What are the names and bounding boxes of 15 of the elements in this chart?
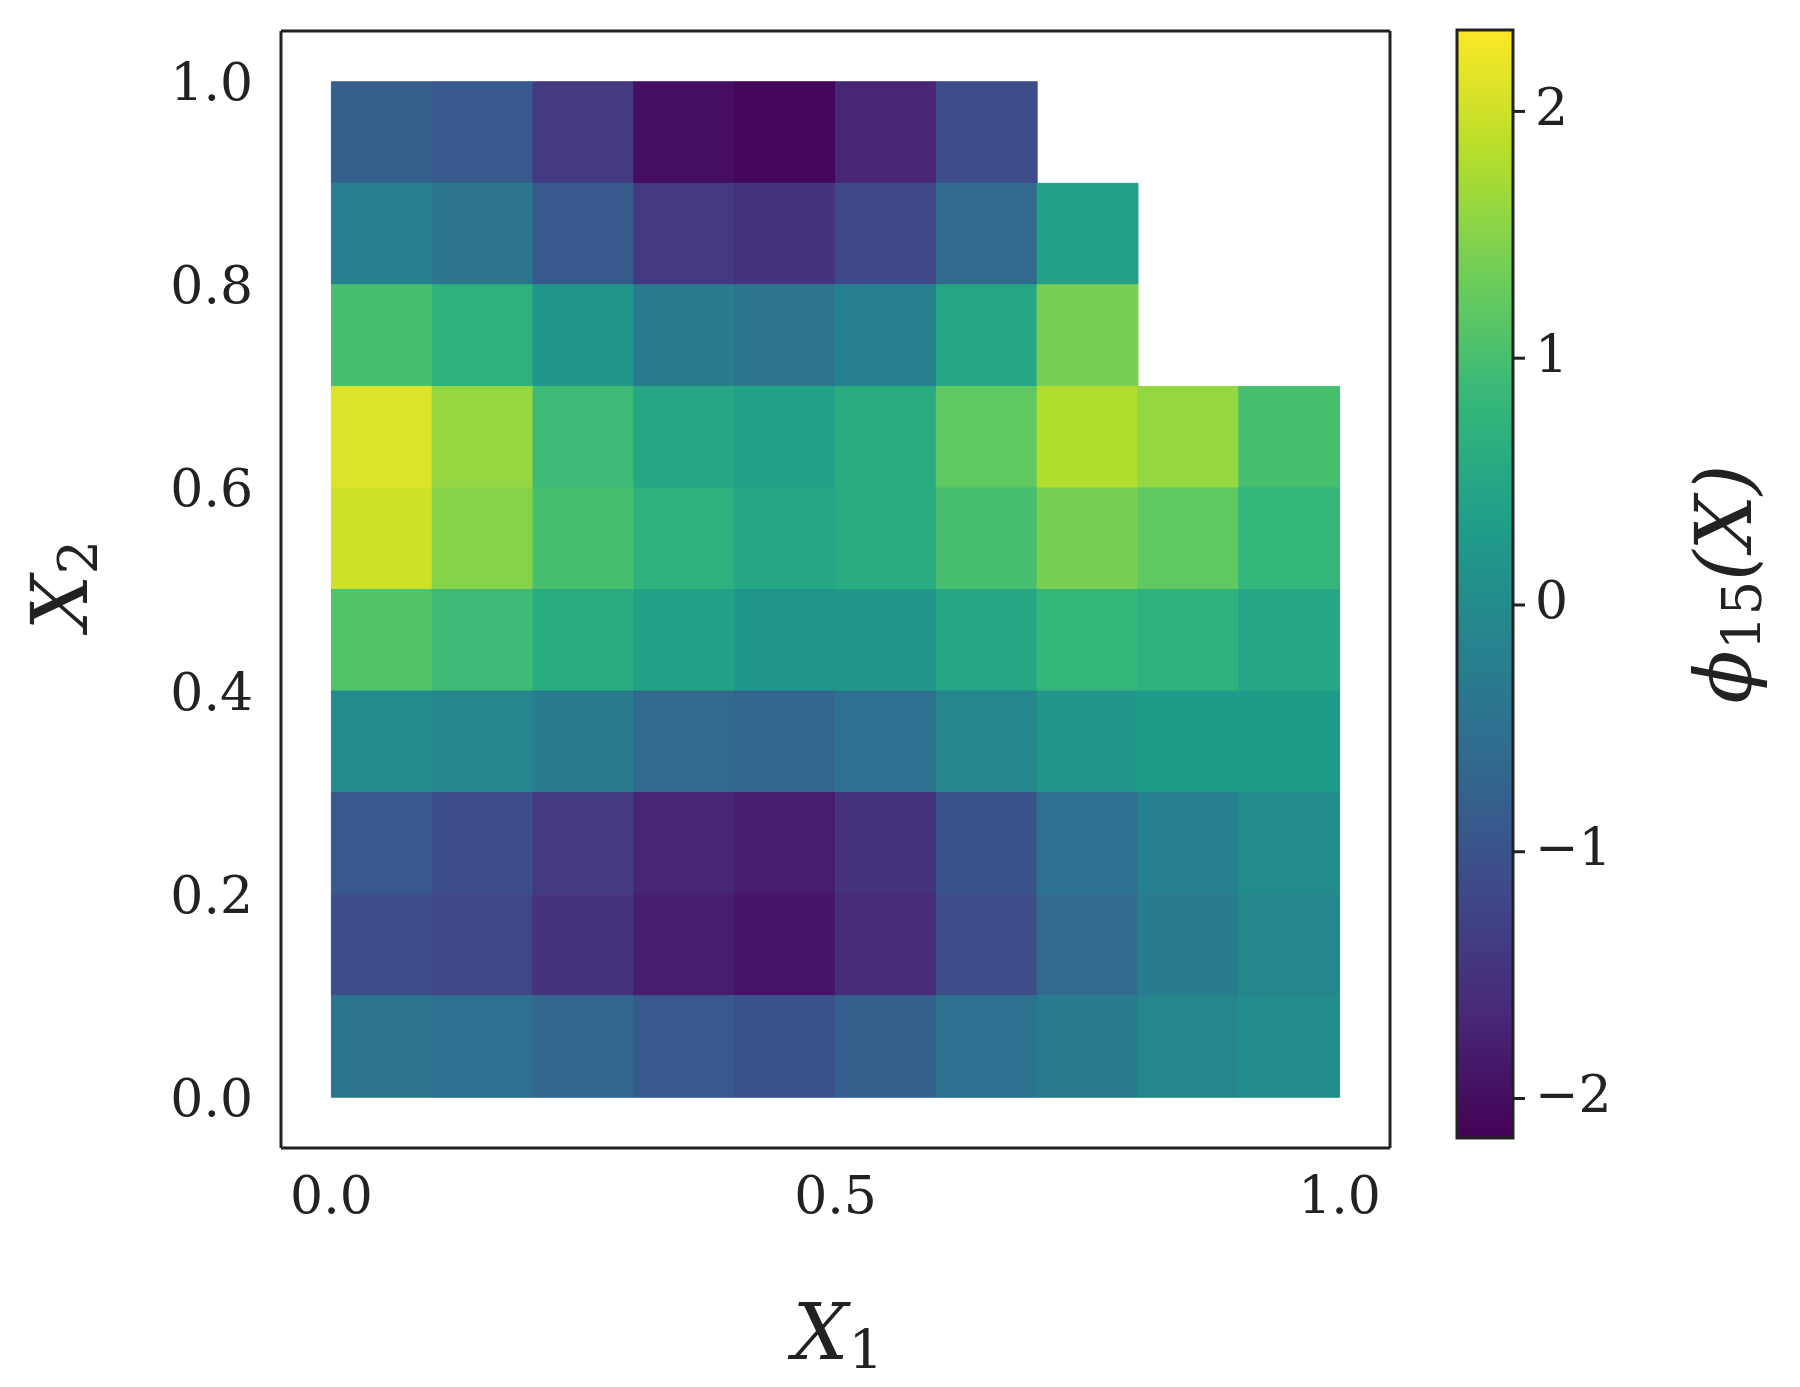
y-tick-label: 0.6 (170, 458, 253, 519)
x-tick-label: 1.0 (1298, 1164, 1381, 1225)
x-tick-label: 0.0 (290, 1164, 373, 1225)
y-tick-label: 0.0 (170, 1067, 253, 1128)
y-tick-label: 0.2 (170, 864, 253, 925)
color-bar-label: −1 (1535, 817, 1612, 878)
x-tick-label: 0.5 (794, 1164, 877, 1225)
y-tick-label: 0.4 (170, 661, 253, 722)
y-tick-label: 1.0 (170, 52, 253, 113)
color-bar-label: 0 (1535, 570, 1569, 631)
color-bar-label: 1 (1535, 323, 1569, 384)
x-axis-title: X$_{1}$ (786, 1286, 884, 1382)
y-tick-label: 0.8 (170, 255, 253, 316)
color-bar-label: −2 (1535, 1064, 1612, 1125)
color-bar-label: 2 (1535, 76, 1569, 137)
